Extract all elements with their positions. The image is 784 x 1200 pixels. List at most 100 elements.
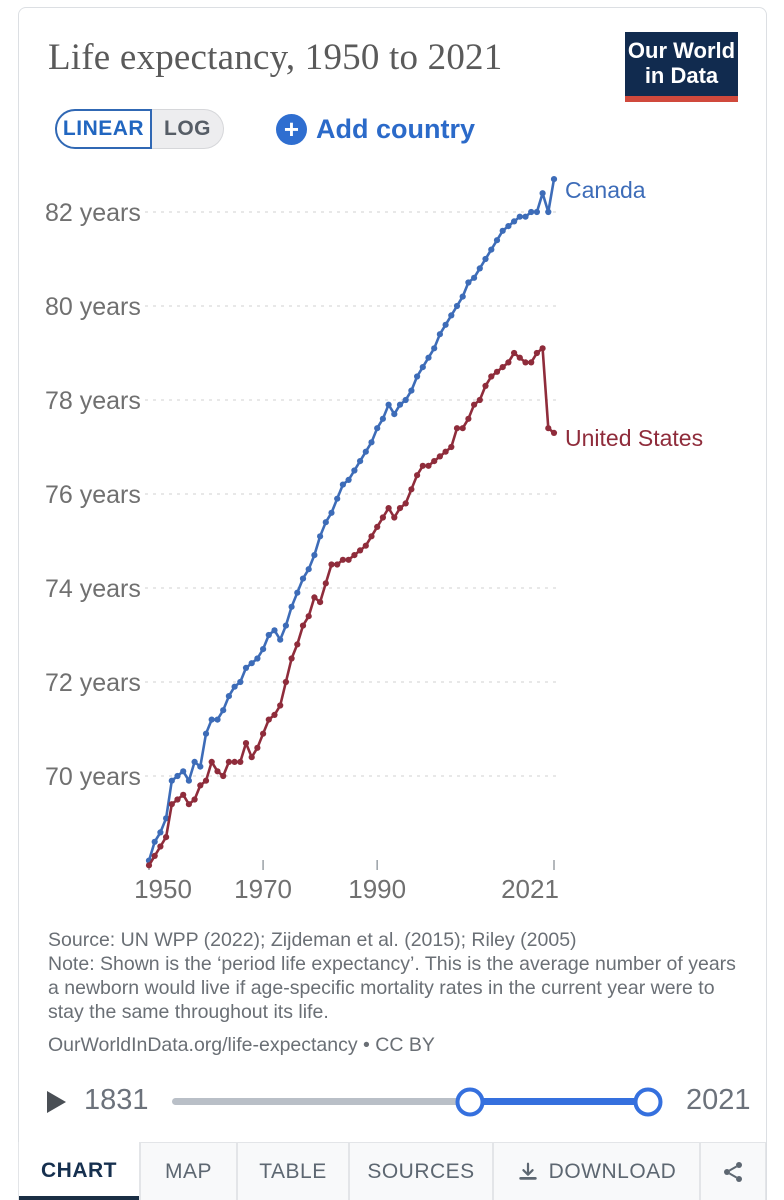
series-points-united-states[interactable] [145, 345, 558, 869]
linear-button[interactable]: LINEAR [55, 109, 152, 149]
data-point-canada-2015[interactable] [516, 213, 523, 220]
data-point-canada-1989[interactable] [368, 439, 375, 446]
data-point-united-states-1995[interactable] [402, 500, 409, 507]
data-point-united-states-1961[interactable] [208, 758, 215, 766]
data-point-united-states-1987[interactable] [357, 547, 364, 554]
data-point-canada-1993[interactable] [391, 411, 398, 418]
data-point-united-states-1965[interactable] [231, 758, 238, 766]
data-point-canada-1963[interactable] [220, 707, 227, 714]
data-point-canada-2018[interactable] [533, 208, 541, 216]
data-point-canada-1966[interactable] [237, 678, 244, 686]
data-point-united-states-1957[interactable] [185, 801, 192, 808]
data-point-canada-2020[interactable] [545, 208, 552, 216]
data-point-united-states-1986[interactable] [351, 552, 358, 559]
data-point-united-states-1971[interactable] [265, 716, 272, 723]
data-point-united-states-1967[interactable] [242, 740, 250, 747]
data-point-united-states-1990[interactable] [374, 523, 381, 530]
data-point-canada-1998[interactable] [419, 364, 426, 371]
data-point-canada-1964[interactable] [225, 693, 232, 700]
data-point-united-states-1983[interactable] [334, 561, 341, 568]
data-point-united-states-1956[interactable] [180, 791, 187, 798]
data-point-canada-1984[interactable] [339, 481, 346, 488]
timeline-track[interactable] [172, 1087, 663, 1116]
data-point-united-states-2003[interactable] [448, 443, 455, 451]
tab-map[interactable]: MAP [140, 1142, 237, 1200]
data-point-canada-1955[interactable] [174, 772, 181, 780]
series-label-canada[interactable]: Canada [565, 177, 646, 203]
tab-chart[interactable]: CHART [18, 1142, 140, 1200]
data-point-united-states-1980[interactable] [317, 599, 324, 606]
data-point-canada-2019[interactable] [539, 190, 546, 197]
data-point-united-states-1960[interactable] [202, 777, 210, 784]
data-point-canada-2003[interactable] [448, 312, 455, 319]
data-point-canada-2012[interactable] [499, 227, 506, 234]
data-point-united-states-2012[interactable] [499, 364, 506, 371]
log-button[interactable]: LOG [152, 109, 224, 149]
data-point-united-states-2011[interactable] [493, 368, 501, 375]
data-point-canada-1974[interactable] [282, 622, 289, 629]
data-point-united-states-1975[interactable] [288, 655, 295, 662]
data-point-united-states-2009[interactable] [482, 382, 489, 389]
data-point-united-states-2013[interactable] [505, 359, 512, 366]
data-point-canada-1958[interactable] [191, 758, 198, 766]
data-point-canada-1986[interactable] [351, 467, 358, 474]
data-point-united-states-1997[interactable] [414, 472, 421, 479]
data-point-united-states-1970[interactable] [260, 730, 267, 737]
data-point-united-states-2010[interactable] [488, 373, 495, 380]
data-point-canada-2010[interactable] [488, 246, 495, 253]
line-chart[interactable]: 82 years 80 years 78 years 76 years 74 years… [0, 165, 784, 905]
data-point-canada-2021[interactable] [550, 176, 558, 183]
data-point-canada-1954[interactable] [168, 777, 175, 784]
data-point-united-states-1966[interactable] [237, 758, 244, 766]
data-point-united-states-1979[interactable] [311, 594, 318, 601]
data-point-united-states-1985[interactable] [345, 556, 352, 563]
data-point-canada-2007[interactable] [471, 274, 478, 281]
data-point-canada-1959[interactable] [197, 763, 204, 770]
data-point-canada-1996[interactable] [408, 387, 415, 394]
data-point-canada-2002[interactable] [442, 321, 449, 328]
data-point-united-states-2019[interactable] [539, 345, 546, 352]
series-points-canada[interactable] [145, 176, 558, 864]
play-icon[interactable] [47, 1091, 66, 1113]
data-point-united-states-1992[interactable] [385, 505, 392, 512]
data-point-canada-1975[interactable] [288, 603, 295, 610]
data-point-united-states-1996[interactable] [408, 486, 415, 493]
data-point-canada-2006[interactable] [465, 279, 472, 286]
data-point-united-states-1976[interactable] [294, 641, 301, 648]
data-point-united-states-2001[interactable] [436, 453, 443, 460]
data-point-canada-1979[interactable] [311, 552, 318, 559]
data-point-united-states-1974[interactable] [282, 678, 289, 686]
data-point-canada-2005[interactable] [459, 293, 466, 300]
data-point-united-states-1962[interactable] [214, 768, 221, 775]
data-point-united-states-1958[interactable] [191, 796, 198, 803]
data-point-canada-1956[interactable] [180, 768, 187, 775]
data-point-canada-1988[interactable] [362, 448, 369, 455]
data-point-united-states-1991[interactable] [379, 514, 386, 521]
data-point-united-states-1952[interactable] [157, 843, 164, 850]
data-point-united-states-2007[interactable] [471, 401, 478, 408]
data-point-united-states-1973[interactable] [277, 702, 284, 709]
data-point-canada-1985[interactable] [345, 476, 352, 483]
data-point-united-states-1981[interactable] [322, 580, 329, 587]
add-country-button[interactable]: + Add country [276, 111, 475, 147]
data-point-canada-1982[interactable] [328, 509, 335, 516]
data-point-united-states-1984[interactable] [339, 556, 346, 563]
data-point-canada-2017[interactable] [528, 208, 535, 216]
data-point-canada-1971[interactable] [265, 631, 272, 639]
data-point-canada-1980[interactable] [317, 533, 324, 540]
data-point-canada-2000[interactable] [431, 345, 438, 352]
data-point-united-states-2005[interactable] [459, 425, 466, 432]
data-point-canada-1967[interactable] [242, 664, 250, 671]
data-point-united-states-1953[interactable] [163, 834, 170, 841]
data-point-united-states-1982[interactable] [328, 561, 335, 568]
data-point-canada-1953[interactable] [163, 815, 170, 822]
data-point-united-states-1977[interactable] [299, 622, 307, 629]
data-point-canada-1973[interactable] [277, 636, 284, 643]
data-point-united-states-1999[interactable] [425, 462, 432, 469]
data-point-canada-1991[interactable] [379, 415, 386, 422]
data-point-united-states-2017[interactable] [528, 359, 535, 366]
data-point-united-states-2014[interactable] [510, 349, 518, 357]
data-point-canada-1951[interactable] [151, 838, 158, 845]
data-point-united-states-2018[interactable] [533, 349, 541, 357]
data-point-united-states-1978[interactable] [305, 613, 312, 620]
